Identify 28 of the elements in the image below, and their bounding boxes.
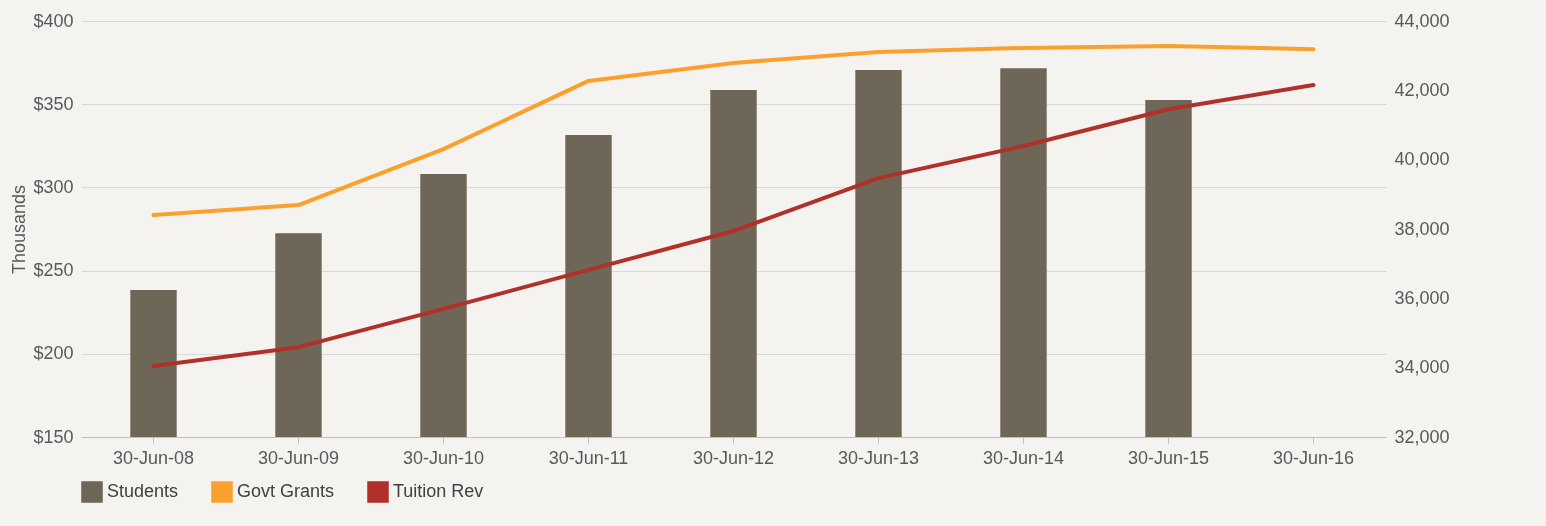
y-tick-label: $300 bbox=[33, 176, 74, 197]
y-tick-label: $250 bbox=[33, 260, 74, 281]
x-tick-label: 30-Jun-12 bbox=[692, 447, 775, 468]
y2-tick-label: 40,000 bbox=[1394, 149, 1450, 170]
x-tick-label: 30-Jun-14 bbox=[982, 447, 1065, 468]
y-tick-label: $200 bbox=[33, 343, 74, 364]
line-series bbox=[151, 83, 1316, 368]
legend-label: Tuition Rev bbox=[393, 481, 484, 501]
x-tick-label: 30-Jun-15 bbox=[1127, 447, 1210, 468]
x-tick-label: 30-Jun-08 bbox=[112, 447, 195, 468]
y-tick-label: $150 bbox=[33, 426, 74, 447]
y-tick-label: $350 bbox=[33, 93, 74, 114]
x-tick-label: 30-Jun-11 bbox=[548, 447, 629, 468]
x-tick-label: 30-Jun-09 bbox=[257, 447, 340, 468]
y-axis-title: Thousands bbox=[9, 184, 30, 275]
x-tick-label: 30-Jun-10 bbox=[402, 447, 485, 468]
legend-label: Govt Grants bbox=[237, 481, 335, 501]
y2-tick-label: 34,000 bbox=[1394, 357, 1450, 378]
line-series bbox=[151, 43, 1316, 218]
y2-tick-label: 32,000 bbox=[1394, 426, 1450, 447]
y2-tick-label: 38,000 bbox=[1394, 218, 1450, 239]
y-tick-label: $400 bbox=[33, 10, 74, 31]
x-tick-label: 30-Jun-13 bbox=[837, 447, 920, 468]
y2-tick-label: 36,000 bbox=[1394, 287, 1450, 308]
y2-tick-label: 42,000 bbox=[1394, 79, 1450, 100]
legend-label: Students bbox=[107, 481, 179, 501]
y2-tick-label: 44,000 bbox=[1394, 10, 1450, 31]
x-tick-label: 30-Jun-16 bbox=[1272, 447, 1355, 468]
